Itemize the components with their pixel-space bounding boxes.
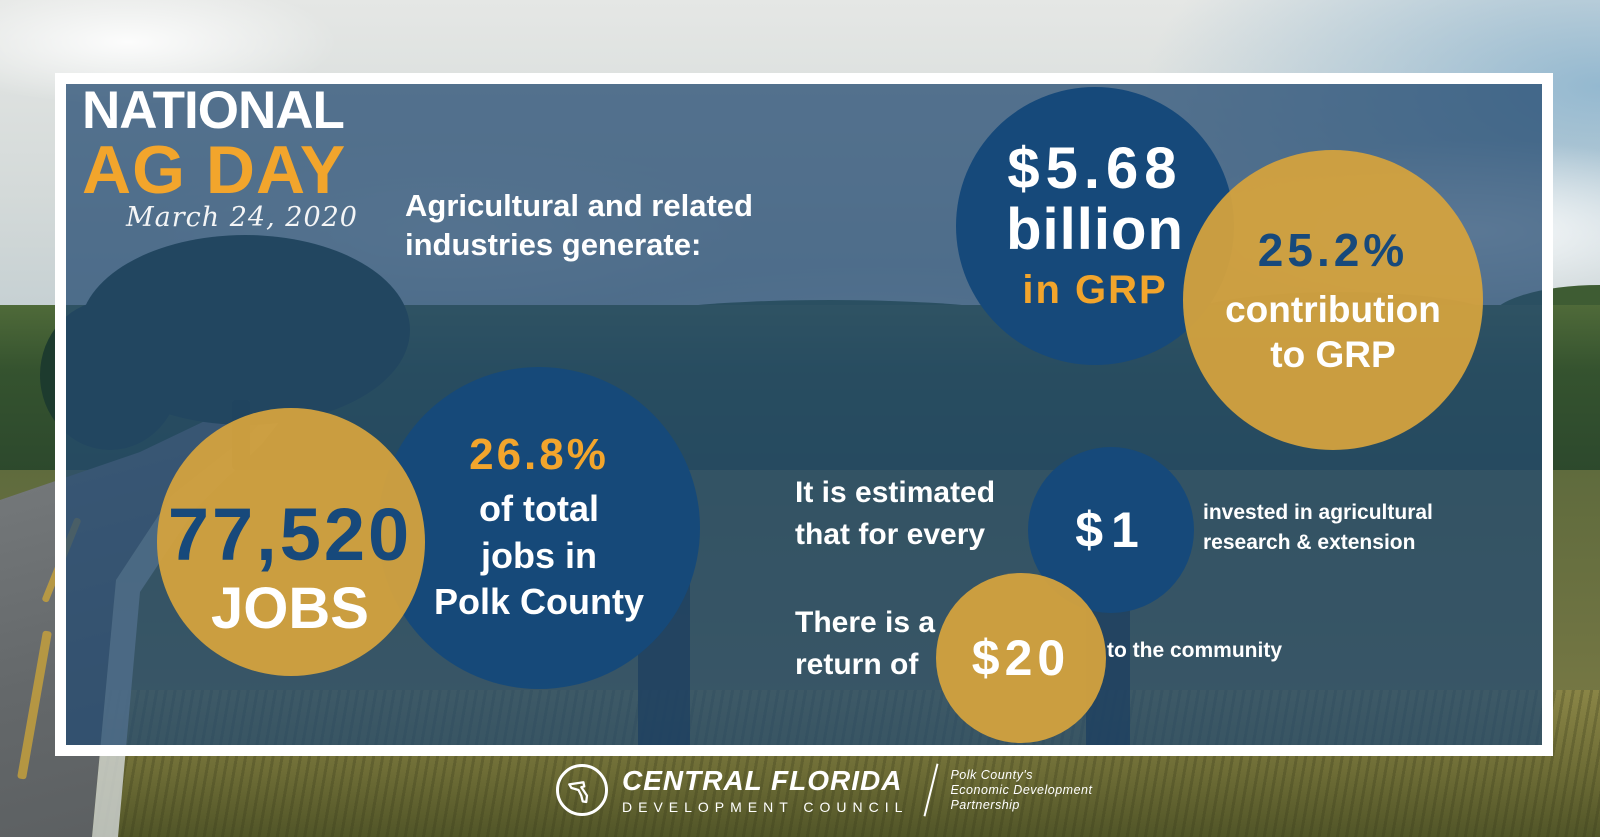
return-dollar-circle: $20 [936, 573, 1106, 743]
jobs-share-circle: 26.8% of total jobs in Polk County [378, 367, 700, 689]
jobs-share-label3: Polk County [433, 581, 644, 623]
jobs-share-label1: of total [479, 487, 599, 529]
event-date: March 24, 2020 [126, 202, 358, 233]
jobs-total-label: JOBS [211, 576, 369, 641]
return-lead: There is a return of [795, 602, 935, 686]
jobs-total-value: 77,520 [167, 493, 413, 576]
footer-divider [923, 763, 939, 817]
grp-amount: $5.68 [1007, 136, 1183, 202]
intro-text: Agricultural and related industries gene… [405, 186, 753, 264]
intro-line1: Agricultural and related [405, 188, 753, 223]
return-dollar: $20 [971, 630, 1071, 686]
org-name-block: CENTRAL FLORIDA DEVELOPMENT COUNCIL [622, 764, 909, 815]
grp-share-circle: 25.2% contribution to GRP [1183, 150, 1483, 450]
investment-lead: It is estimated that for every [795, 472, 995, 556]
page-title-line1: NATIONAL [82, 81, 345, 140]
return-lead-line2: return of [795, 648, 919, 681]
return-desc: to the community [1107, 639, 1283, 662]
investment-desc-line1: invested in agricultural [1203, 501, 1433, 524]
investment-desc: invested in agricultural research & exte… [1203, 498, 1433, 559]
tagline-line1: Polk County's [950, 767, 1033, 782]
intro-line2: industries generate: [405, 227, 702, 263]
org-subname: DEVELOPMENT COUNCIL [622, 798, 909, 815]
org-tagline: Polk County's Economic Development Partn… [950, 768, 1092, 813]
grp-share-label1: contribution [1225, 288, 1441, 330]
org-name: CENTRAL FLORIDA [622, 764, 903, 796]
page-title-line2: AG DAY [82, 132, 347, 208]
grp-unit: billion [1006, 196, 1184, 262]
jobs-share-label2: jobs in [481, 534, 597, 576]
tagline-line3: Partnership [950, 797, 1020, 812]
grp-share-label2: to GRP [1270, 334, 1396, 375]
footer-logo-lockup: CENTRAL FLORIDA DEVELOPMENT COUNCIL Polk… [556, 756, 1092, 824]
grp-suffix: in GRP [1022, 267, 1168, 312]
grp-share-value: 25.2% [1257, 223, 1409, 276]
investment-lead-line1: It is estimated [795, 476, 996, 509]
jobs-total-text: 77,520 JOBS [130, 498, 450, 638]
investment-lead-line2: that for every [795, 518, 986, 551]
florida-state-icon [556, 764, 608, 816]
investment-dollar: $1 [1075, 502, 1147, 558]
return-lead-line1: There is a [795, 606, 936, 639]
investment-desc-line2: research & extension [1203, 531, 1416, 555]
jobs-total-circle [157, 408, 425, 676]
tagline-line2: Economic Development [950, 782, 1093, 797]
jobs-share-value: 26.8% [469, 429, 609, 479]
